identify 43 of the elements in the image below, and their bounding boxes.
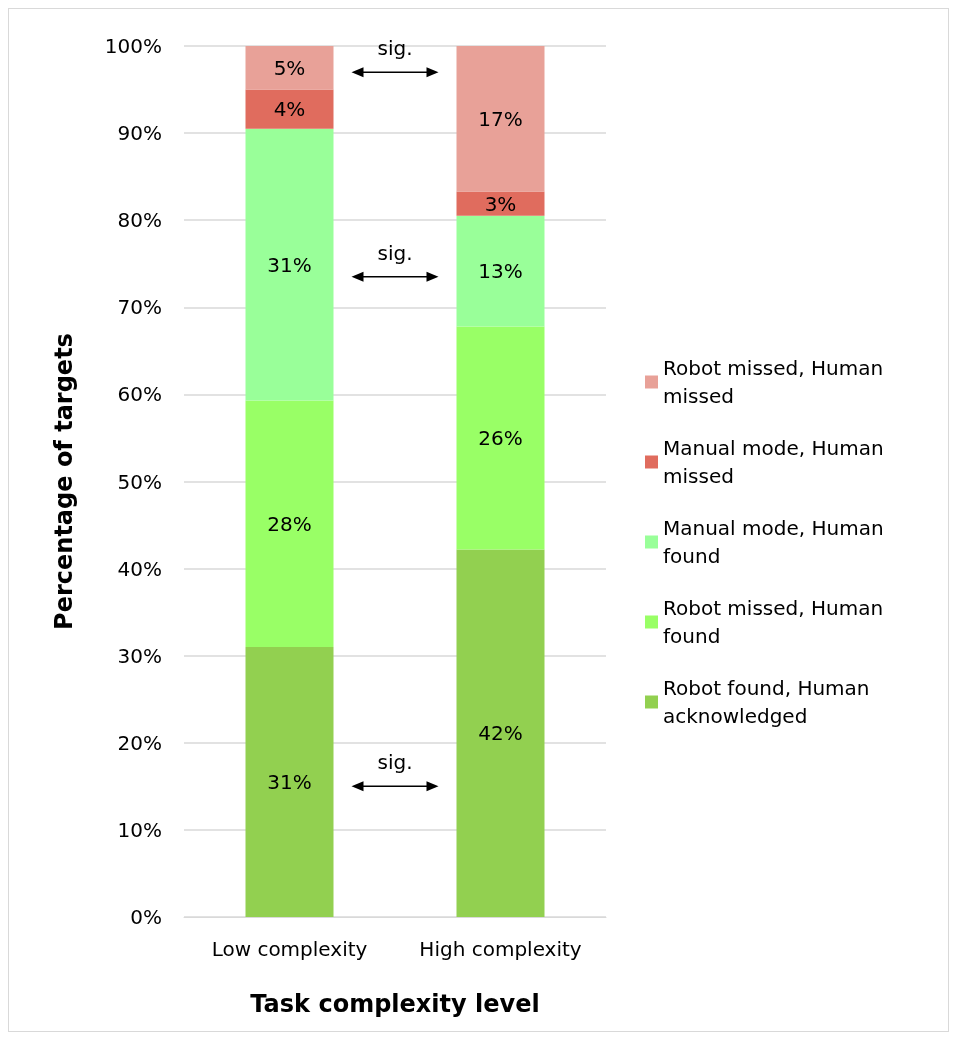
- bar: [456, 326, 545, 550]
- legend-label: Robot missed, Human found: [663, 596, 890, 648]
- bar: [456, 191, 545, 216]
- legend-label: Manual mode, Human found: [663, 516, 890, 568]
- data-label: 13%: [478, 259, 523, 284]
- bar: [456, 549, 545, 917]
- data-label: 31%: [267, 769, 312, 794]
- data-label: 4%: [273, 97, 306, 122]
- y-tick-label: 50%: [117, 469, 162, 494]
- data-label: 3%: [484, 191, 517, 216]
- y-tick-label: 40%: [117, 556, 162, 581]
- y-tick-label: 70%: [117, 295, 162, 320]
- bar: [245, 400, 334, 647]
- bar: [456, 46, 545, 192]
- y-tick-label: 100%: [104, 34, 162, 58]
- bar: [245, 128, 334, 401]
- bar: [456, 215, 545, 327]
- x-axis-title: Task complexity level: [250, 990, 540, 1018]
- x-tick-label: High complexity: [419, 937, 582, 961]
- bar: [245, 46, 334, 90]
- y-axis-title: Percentage of targets: [50, 333, 78, 630]
- y-tick-label: 80%: [117, 208, 162, 233]
- data-label: 5%: [273, 55, 306, 80]
- data-label: 31%: [267, 252, 312, 277]
- data-label: 17%: [478, 106, 523, 131]
- annotation: sig.: [377, 240, 413, 265]
- bar: [245, 646, 334, 917]
- y-tick-label: 30%: [117, 643, 162, 668]
- y-tick-label: 90%: [117, 121, 162, 146]
- y-tick-label: 60%: [117, 382, 162, 407]
- data-label: 42%: [478, 721, 523, 746]
- annotation: sig.: [377, 36, 413, 61]
- legend-label: Manual mode, Human missed: [663, 436, 890, 488]
- y-tick-label: 0%: [130, 905, 162, 929]
- y-tick-label: 10%: [117, 817, 162, 842]
- bar: [245, 89, 334, 129]
- data-label: 28%: [267, 511, 312, 536]
- x-tick-label: Low complexity: [211, 937, 368, 961]
- legend-label: Robot found, Human acknowledged: [663, 676, 876, 728]
- y-tick-label: 20%: [117, 730, 162, 755]
- legend-label: Robot missed, Human missed: [663, 356, 890, 408]
- data-label: 26%: [478, 425, 523, 450]
- annotation: sig.: [377, 750, 413, 775]
